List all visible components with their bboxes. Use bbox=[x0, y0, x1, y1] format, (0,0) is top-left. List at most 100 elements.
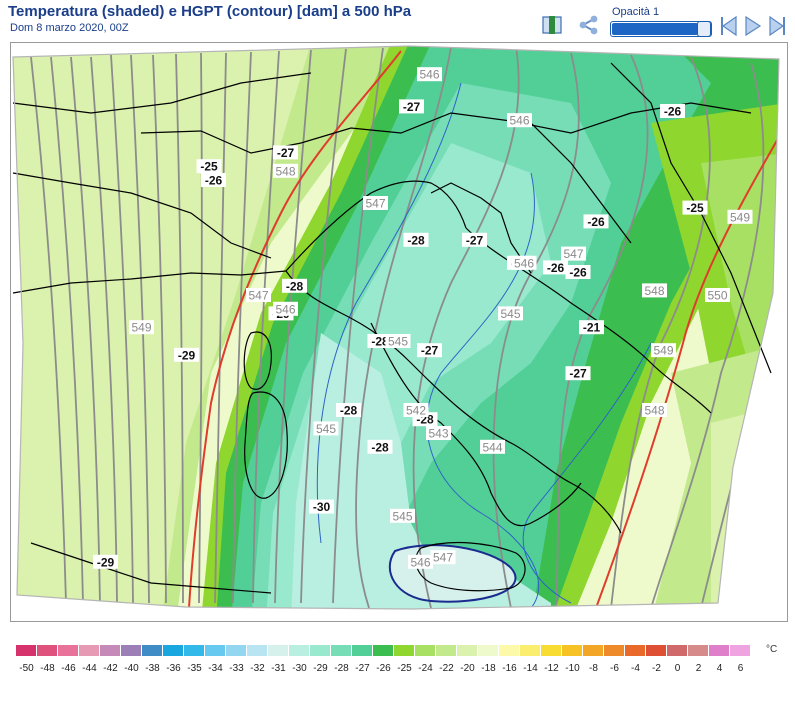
temperature-label: -27 bbox=[399, 99, 424, 114]
height-label: 549 bbox=[129, 320, 154, 335]
legend-swatch bbox=[121, 645, 141, 656]
legend-swatch bbox=[268, 645, 288, 656]
temperature-label-bg bbox=[660, 104, 685, 118]
height-label-text: 542 bbox=[406, 404, 426, 418]
legend-label: -27 bbox=[355, 663, 370, 674]
book-icon[interactable] bbox=[541, 15, 563, 40]
temperature-label-text: -26 bbox=[587, 215, 605, 229]
temperature-label: -26 bbox=[660, 104, 685, 119]
legend-swatch bbox=[604, 645, 624, 656]
legend-swatch bbox=[730, 645, 750, 656]
height-label: 545 bbox=[390, 508, 415, 523]
legend-swatch bbox=[436, 645, 456, 656]
legend-label: -22 bbox=[439, 663, 454, 674]
height-label: 545 bbox=[498, 306, 523, 321]
share-icon[interactable] bbox=[578, 15, 600, 40]
step-back-icon[interactable] bbox=[718, 15, 740, 42]
temperature-label: -25 bbox=[196, 159, 222, 174]
legend-label: -4 bbox=[631, 663, 640, 674]
legend-swatch bbox=[667, 645, 687, 656]
legend-swatch bbox=[16, 645, 36, 656]
temperature-label-text: -30 bbox=[313, 500, 331, 514]
temperature-label: -26 bbox=[543, 260, 568, 275]
opacity-slider-handle[interactable] bbox=[697, 21, 711, 37]
temperature-label-bg bbox=[174, 347, 199, 362]
temperature-label-bg bbox=[367, 439, 393, 454]
legend-scale: -50 -48 -46 -44 -42 -40 -38 -36 -35 -34 -33 -32 -31-… bbox=[16, 645, 750, 674]
legend-swatch bbox=[37, 645, 57, 656]
play-icon[interactable] bbox=[742, 15, 764, 42]
legend-label: -26 bbox=[376, 663, 391, 674]
temperature-label-text: -21 bbox=[583, 321, 601, 335]
height-label-bg bbox=[511, 255, 537, 270]
temperature-label-bg bbox=[201, 173, 226, 187]
legend-swatch bbox=[247, 645, 267, 656]
temperature-label: -27 bbox=[462, 232, 487, 247]
height-label: 542 bbox=[403, 403, 429, 418]
height-label-bg bbox=[390, 508, 415, 523]
height-label: 547 bbox=[363, 196, 388, 211]
temperature-shading bbox=[13, 46, 779, 609]
legend-label: -36 bbox=[166, 663, 181, 674]
opacity-slider-fill bbox=[612, 23, 698, 35]
temperature-label-bg bbox=[565, 366, 591, 381]
height-label-bg bbox=[385, 334, 411, 348]
temperature-label: -26 bbox=[583, 214, 609, 229]
temperature-label-text: -28 bbox=[340, 404, 358, 418]
height-label-text: 548 bbox=[644, 404, 664, 418]
height-label-text: 543 bbox=[428, 427, 448, 441]
temperature-label-text: -29 bbox=[178, 348, 196, 362]
temperature-label-text: -28 bbox=[371, 335, 389, 349]
height-contours bbox=[30, 46, 779, 609]
height-label-bg bbox=[273, 301, 298, 316]
legend-label: -34 bbox=[208, 663, 223, 674]
legend-label: -38 bbox=[145, 663, 160, 674]
opacity-slider[interactable] bbox=[610, 21, 712, 37]
height-label-bg bbox=[480, 439, 505, 454]
temperature-legend: -50 -48 -46 -44 -42 -40 -38 -36 -35 -34 -33 -32 -31-… bbox=[16, 643, 776, 677]
legend-swatch bbox=[163, 645, 183, 656]
temperature-label-text: -27 bbox=[277, 146, 295, 160]
temperature-label-bg bbox=[579, 320, 604, 335]
legend-label: -42 bbox=[103, 663, 118, 674]
legend-swatch bbox=[394, 645, 414, 656]
legend-label: -18 bbox=[481, 663, 496, 674]
temperature-label-bg bbox=[462, 232, 487, 247]
height-label-bg bbox=[417, 67, 442, 82]
temperature-label-bg bbox=[309, 499, 334, 514]
height-label-text: 548 bbox=[275, 164, 295, 178]
temperature-label-text: -25 bbox=[686, 201, 704, 215]
temperature-label-text: -26 bbox=[569, 266, 587, 280]
height-label: 548 bbox=[642, 283, 667, 298]
temperature-label-bg bbox=[399, 99, 424, 114]
legend-label: -10 bbox=[565, 663, 580, 674]
height-label: 543 bbox=[426, 426, 451, 441]
run-date: Dom 8 marzo 2020, 00Z bbox=[10, 22, 129, 34]
step-forward-icon[interactable] bbox=[766, 15, 788, 42]
temperature-label: -27 bbox=[417, 343, 442, 358]
height-label: 546 bbox=[273, 301, 298, 316]
legend-label: -12 bbox=[544, 663, 559, 674]
height-label-bg bbox=[129, 320, 154, 335]
height-label: 546 bbox=[507, 113, 532, 128]
height-label-text: 549 bbox=[131, 321, 151, 335]
forecast-map[interactable]: -27-26-27-25-26-25-26-28-27-26-26-26-28-… bbox=[10, 42, 788, 622]
height-label: 550 bbox=[705, 288, 730, 303]
height-label-text: 546 bbox=[514, 256, 534, 270]
temperature-label-text: -28 bbox=[286, 279, 304, 293]
legend-swatch bbox=[289, 645, 309, 656]
legend-label: -32 bbox=[250, 663, 265, 674]
height-label-text: 545 bbox=[392, 509, 412, 523]
legend-label: -48 bbox=[40, 663, 55, 674]
legend-swatch bbox=[499, 645, 519, 656]
height-label-text: 549 bbox=[653, 344, 673, 358]
temperature-label-bg bbox=[196, 159, 222, 174]
legend-label: 6 bbox=[738, 663, 744, 674]
temperature-label: -26 bbox=[201, 173, 226, 188]
height-label-text: 548 bbox=[644, 284, 664, 298]
legend-swatch bbox=[58, 645, 78, 656]
height-label-text: 550 bbox=[707, 289, 727, 303]
temperature-label: -25 bbox=[682, 200, 708, 215]
temperature-label-bg bbox=[282, 278, 307, 293]
legend-label: -29 bbox=[313, 663, 328, 674]
